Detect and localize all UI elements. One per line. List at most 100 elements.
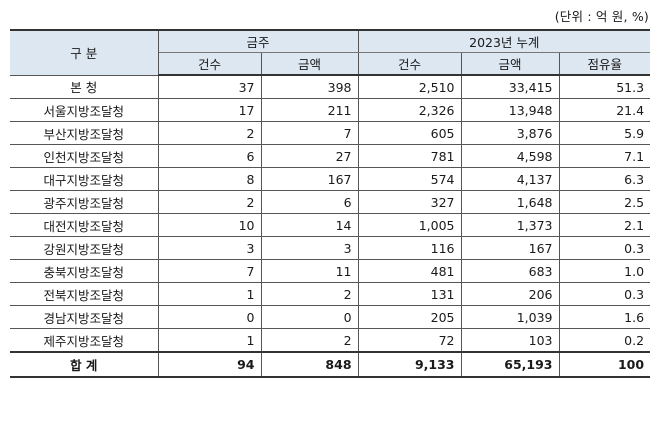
ytd-count-cell: 2,326 — [357, 98, 462, 122]
week-amount-cell: 3 — [260, 236, 359, 260]
share-cell: 21.4 — [558, 98, 651, 122]
week-amount-cell: 7 — [260, 121, 359, 145]
week-count-cell: 2 — [157, 121, 262, 145]
week-count-cell: 8 — [157, 167, 262, 191]
ytd-count-cell: 131 — [357, 282, 462, 306]
header-category: 구 분 — [10, 29, 159, 76]
total-label: 합 계 — [10, 351, 159, 378]
week-amount-cell: 11 — [260, 259, 359, 283]
week-amount-cell: 398 — [260, 74, 359, 99]
header-week-count: 건수 — [158, 52, 262, 76]
share-cell: 7.1 — [558, 144, 651, 168]
row-label: 본 청 — [10, 74, 159, 99]
table-row: 경남지방조달청 0 0 205 1,039 1.6 — [10, 305, 651, 329]
table-row: 강원지방조달청 3 3 116 167 0.3 — [10, 236, 651, 260]
week-count-cell: 1 — [157, 282, 262, 306]
week-count-cell: 0 — [157, 305, 262, 329]
row-label: 대전지방조달청 — [10, 213, 159, 237]
share-cell: 2.1 — [558, 213, 651, 237]
ytd-count-cell: 481 — [357, 259, 462, 283]
ytd-amount-cell: 1,648 — [460, 190, 560, 214]
header-week-amount: 금액 — [260, 52, 359, 76]
week-amount-cell: 211 — [260, 98, 359, 122]
share-cell: 2.5 — [558, 190, 651, 214]
week-count-cell: 17 — [157, 98, 262, 122]
table-row: 광주지방조달청 2 6 327 1,648 2.5 — [10, 190, 651, 214]
table-row: 충북지방조달청 7 11 481 683 1.0 — [10, 259, 651, 283]
week-count-cell: 2 — [157, 190, 262, 214]
ytd-amount-cell: 103 — [460, 328, 560, 353]
ytd-count-cell: 574 — [357, 167, 462, 191]
week-count-cell: 6 — [157, 144, 262, 168]
ytd-amount-cell: 33,415 — [460, 74, 560, 99]
share-cell: 0.2 — [558, 328, 651, 353]
ytd-amount-cell: 4,137 — [460, 167, 560, 191]
table-row: 부산지방조달청 2 7 605 3,876 5.9 — [10, 121, 651, 145]
ytd-count-cell: 205 — [357, 305, 462, 329]
ytd-amount-cell: 1,373 — [460, 213, 560, 237]
ytd-amount-cell: 1,039 — [460, 305, 560, 329]
share-cell: 6.3 — [558, 167, 651, 191]
week-count-cell: 7 — [157, 259, 262, 283]
header-ytd-amount: 금액 — [460, 52, 560, 76]
week-amount-cell: 167 — [260, 167, 359, 191]
header-ytd-count: 건수 — [357, 52, 462, 76]
ytd-count-cell: 605 — [357, 121, 462, 145]
total-week-amount: 848 — [260, 351, 359, 378]
header-group-week: 금주 — [157, 29, 359, 53]
table-row: 제주지방조달청 1 2 72 103 0.2 — [10, 328, 651, 353]
table-row: 인천지방조달청 6 27 781 4,598 7.1 — [10, 144, 651, 168]
ytd-amount-cell: 13,948 — [460, 98, 560, 122]
table-row: 대구지방조달청 8 167 574 4,137 6.3 — [10, 167, 651, 191]
week-amount-cell: 6 — [260, 190, 359, 214]
row-label: 강원지방조달청 — [10, 236, 159, 260]
ytd-count-cell: 1,005 — [357, 213, 462, 237]
row-label: 인천지방조달청 — [10, 144, 159, 168]
table-row: 본 청 37 398 2,510 33,415 51.3 — [10, 74, 651, 99]
row-label: 서울지방조달청 — [10, 98, 159, 122]
row-label: 경남지방조달청 — [10, 305, 159, 329]
row-label: 광주지방조달청 — [10, 190, 159, 214]
row-label: 제주지방조달청 — [10, 328, 159, 353]
table-row: 서울지방조달청 17 211 2,326 13,948 21.4 — [10, 98, 651, 122]
total-ytd-amount: 65,193 — [460, 351, 560, 378]
share-cell: 51.3 — [558, 74, 651, 99]
week-count-cell: 10 — [157, 213, 262, 237]
table-row: 전북지방조달청 1 2 131 206 0.3 — [10, 282, 651, 306]
week-amount-cell: 0 — [260, 305, 359, 329]
ytd-amount-cell: 167 — [460, 236, 560, 260]
share-cell: 1.0 — [558, 259, 651, 283]
share-cell: 0.3 — [558, 236, 651, 260]
week-amount-cell: 27 — [260, 144, 359, 168]
row-label: 대구지방조달청 — [10, 167, 159, 191]
ytd-amount-cell: 3,876 — [460, 121, 560, 145]
total-row: 합 계 94 848 9,133 65,193 100 — [10, 351, 651, 378]
total-week-count: 94 — [157, 351, 262, 378]
header-share: 점유율 — [558, 52, 651, 76]
table-row: 대전지방조달청 10 14 1,005 1,373 2.1 — [10, 213, 651, 237]
total-share: 100 — [558, 351, 651, 378]
unit-note: (단위 : 억 원, %) — [554, 9, 649, 24]
row-label: 부산지방조달청 — [10, 121, 159, 145]
ytd-count-cell: 781 — [357, 144, 462, 168]
week-amount-cell: 14 — [260, 213, 359, 237]
share-cell: 0.3 — [558, 282, 651, 306]
ytd-amount-cell: 206 — [460, 282, 560, 306]
week-amount-cell: 2 — [260, 328, 359, 353]
header-group-ytd: 2023년 누계 — [357, 29, 651, 53]
ytd-amount-cell: 4,598 — [460, 144, 560, 168]
row-label: 충북지방조달청 — [10, 259, 159, 283]
ytd-count-cell: 116 — [357, 236, 462, 260]
share-cell: 5.9 — [558, 121, 651, 145]
week-amount-cell: 2 — [260, 282, 359, 306]
ytd-amount-cell: 683 — [460, 259, 560, 283]
ytd-count-cell: 327 — [357, 190, 462, 214]
week-count-cell: 37 — [157, 74, 262, 99]
ytd-count-cell: 2,510 — [357, 74, 462, 99]
week-count-cell: 1 — [157, 328, 262, 353]
week-count-cell: 3 — [157, 236, 262, 260]
share-cell: 1.6 — [558, 305, 651, 329]
ytd-count-cell: 72 — [357, 328, 462, 353]
procurement-table: 구 분 금주 2023년 누계 건수 금액 건수 금액 점유율 본 청 37 398… — [10, 29, 651, 378]
total-ytd-count: 9,133 — [357, 351, 462, 378]
